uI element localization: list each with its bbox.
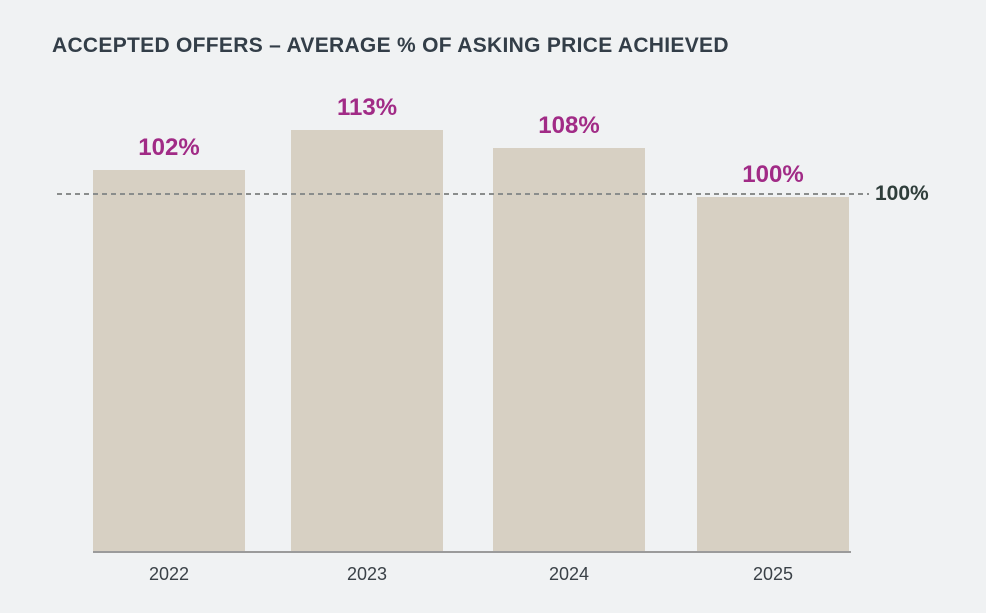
bar-value-label-2025: 100% (742, 161, 804, 188)
bar-column-2022: 102% (93, 0, 245, 551)
bar-value-label-2023: 113% (336, 94, 398, 121)
bar-column-2023: 113% (291, 0, 443, 551)
bar-value-label-2024: 108% (538, 112, 600, 139)
reference-line-label: 100% (875, 182, 929, 205)
x-tick-label-2024: 2024 (548, 564, 590, 584)
reference-line-100-percent (57, 193, 869, 195)
bar-column-2024: 108% (493, 0, 645, 551)
bar-2022 (93, 170, 245, 551)
bar-value-label-2022: 102% (138, 134, 200, 161)
bar-column-2025: 100% (697, 0, 849, 551)
x-tick-label-2023: 2023 (346, 564, 388, 584)
x-axis-line (93, 551, 851, 553)
x-tick-label-2025: 2025 (752, 564, 794, 584)
bar-2024 (493, 148, 645, 551)
bar-2023 (291, 130, 443, 551)
bar-2025 (697, 197, 849, 551)
x-tick-label-2022: 2022 (148, 564, 190, 584)
chart-title: ACCEPTED OFFERS – AVERAGE % OF ASKING PR… (52, 34, 729, 57)
